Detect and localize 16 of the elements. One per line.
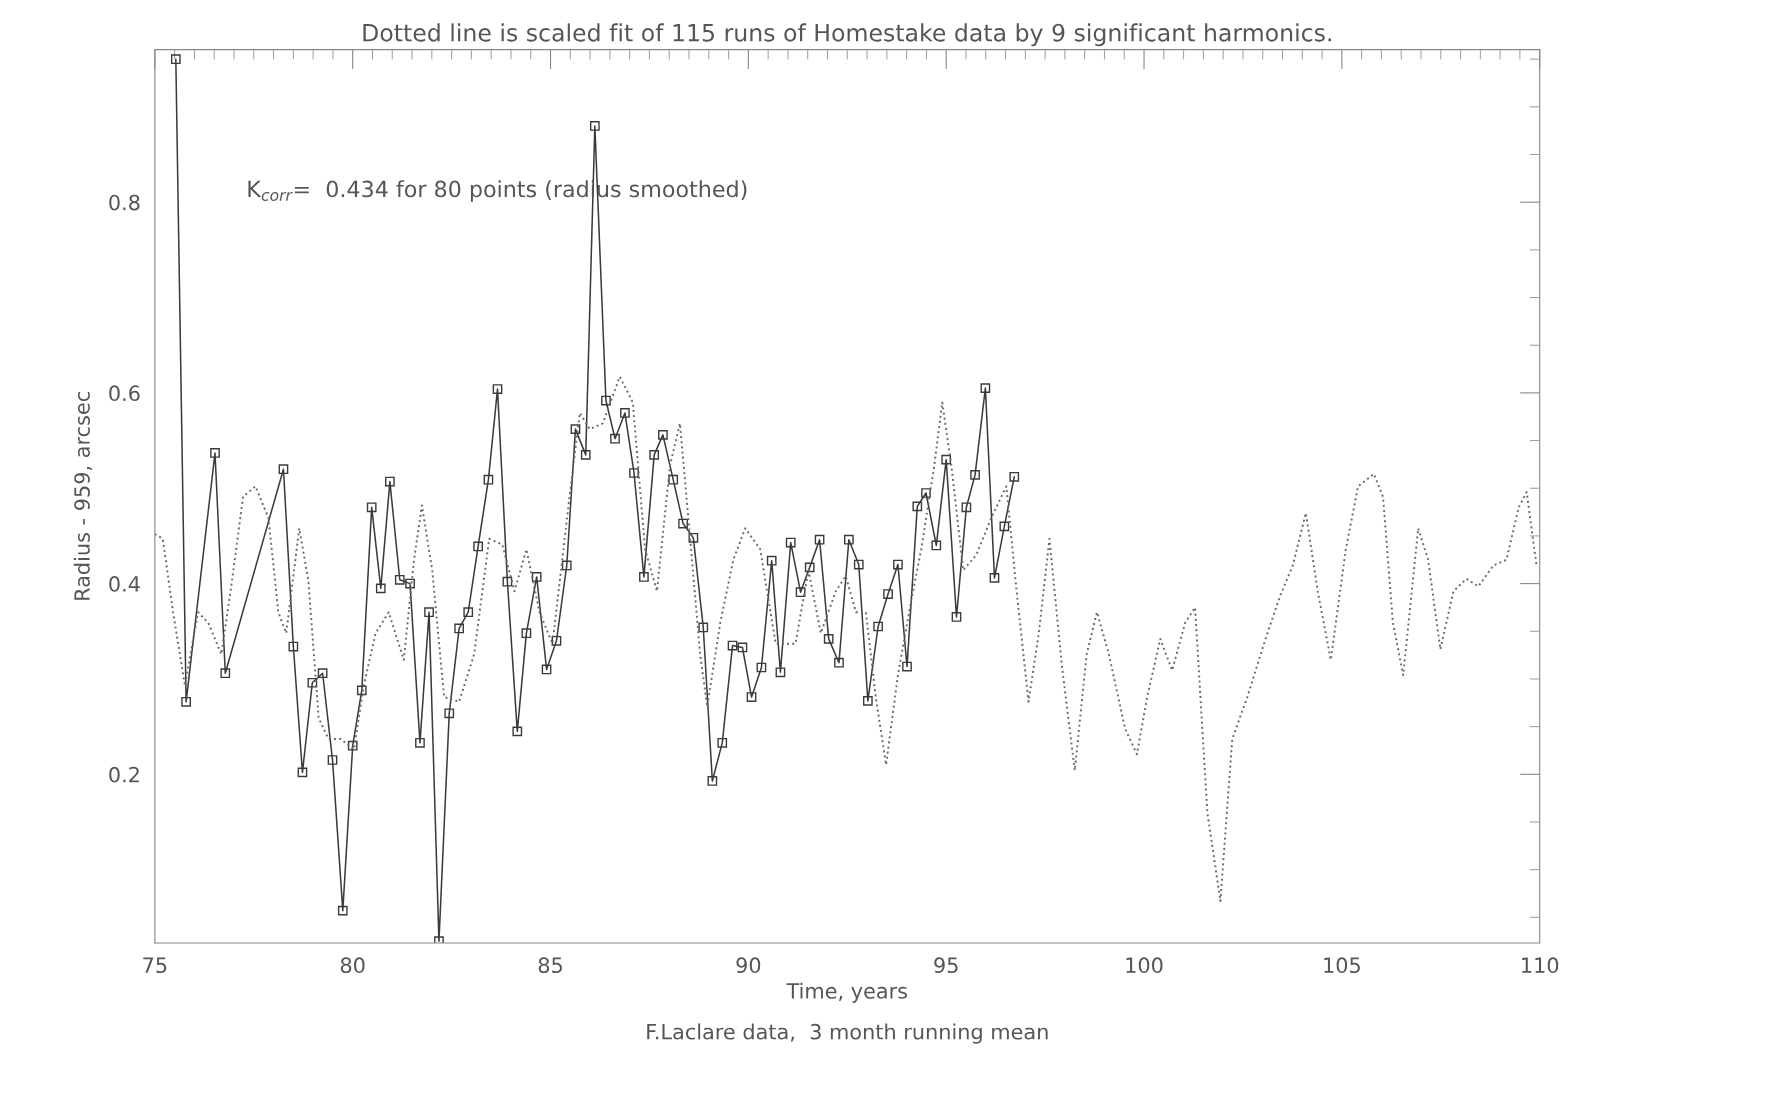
x-tick-label: 110 (1522, 957, 1559, 974)
chart-title: Dotted line is scaled fit of 115 runs of Homestake data by 9 significant harmonics. (363, 23, 1331, 47)
x-tick-label: 105 (1324, 957, 1360, 974)
text: F.Laclare data, 3 month running mean (647, 1023, 1048, 1044)
y-tick-label: 0.6 (109, 385, 140, 402)
x-tick-label: 90 (736, 957, 761, 974)
x-tick-label: 100 (1126, 957, 1163, 974)
y-axis-title: Radius - 959, arcsec (73, 392, 93, 600)
x-tick-label: 75 (143, 957, 167, 974)
y-tick-label: 0.4 (109, 576, 140, 592)
x-tick-label: 80 (340, 957, 365, 974)
y-tick-label: 0.8 (109, 194, 140, 211)
x-axis-title: Time, years (786, 982, 908, 1003)
y-tick-label: 0.2 (109, 766, 139, 783)
x-tick-label: 95 (934, 957, 958, 974)
x-tick-label: 85 (538, 957, 562, 974)
